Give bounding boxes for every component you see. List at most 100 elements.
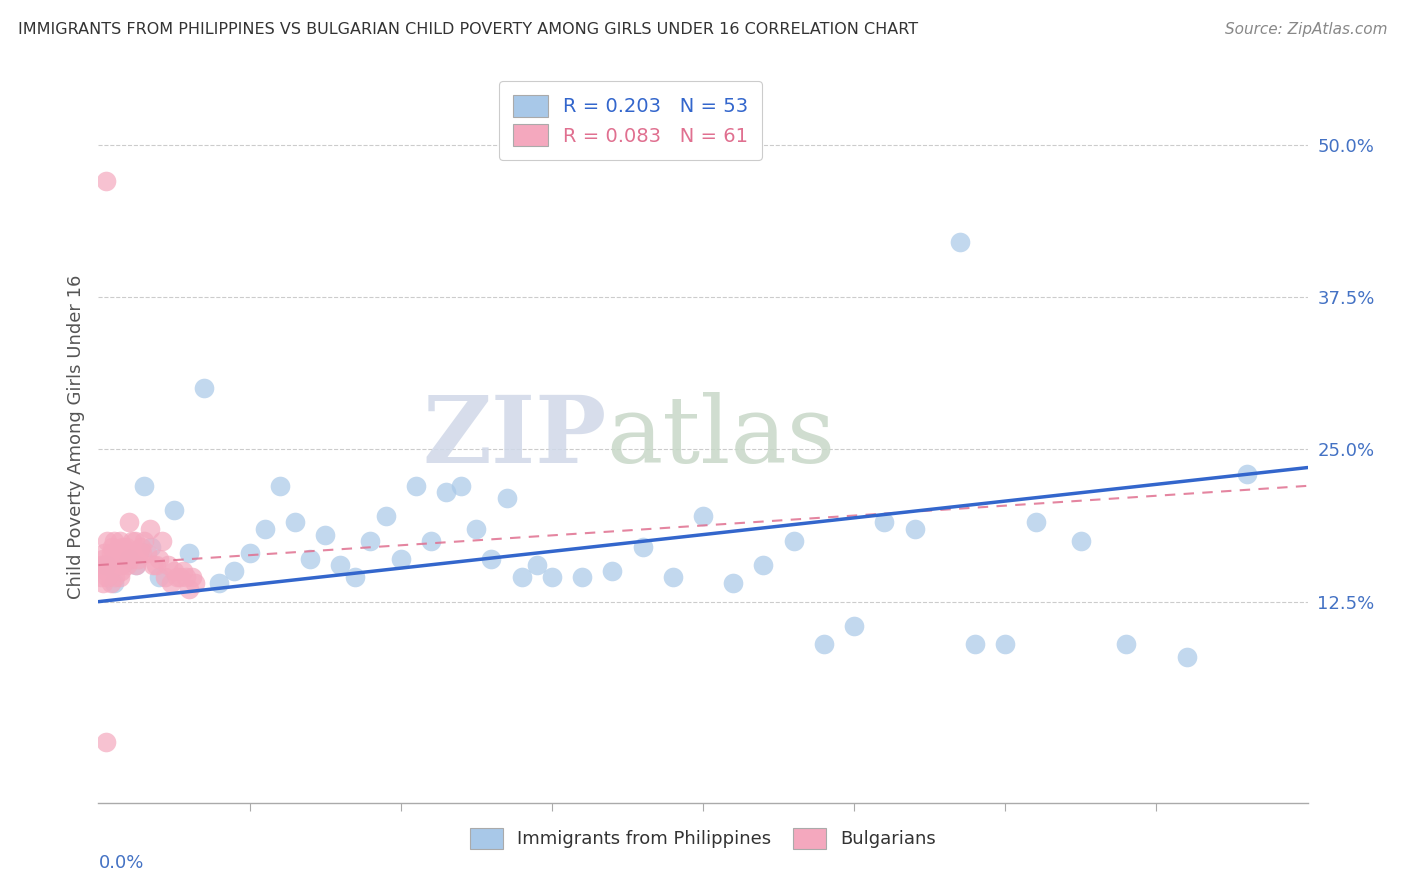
Point [571, 570, 593, 584]
Point [420, 533, 443, 548]
Point [94, 558, 117, 573]
Point [148, 552, 170, 566]
Point [93, 558, 115, 573]
Point [314, 527, 336, 541]
Point [94, 735, 117, 749]
Point [752, 558, 775, 573]
Point [813, 637, 835, 651]
Point [142, 558, 165, 573]
Point [100, 546, 122, 560]
Point [360, 533, 382, 548]
Point [692, 509, 714, 524]
Point [94, 564, 117, 578]
Point [112, 546, 135, 560]
Point [949, 235, 972, 249]
Point [98, 558, 121, 573]
Point [131, 546, 153, 560]
Point [374, 509, 396, 524]
Point [103, 533, 125, 548]
Legend: Immigrants from Philippines, Bulgarians: Immigrants from Philippines, Bulgarians [460, 817, 946, 860]
Text: 0.0%: 0.0% [98, 854, 143, 872]
Point [481, 552, 503, 566]
Point [141, 540, 163, 554]
Point [124, 533, 146, 548]
Point [540, 570, 562, 584]
Point [107, 558, 129, 573]
Point [94, 174, 117, 188]
Point [602, 564, 624, 578]
Point [104, 570, 127, 584]
Point [132, 533, 155, 548]
Point [104, 558, 127, 573]
Point [153, 570, 176, 584]
Point [510, 570, 533, 584]
Point [174, 570, 197, 584]
Point [526, 558, 548, 573]
Point [120, 552, 142, 566]
Point [465, 521, 488, 535]
Point [101, 540, 124, 554]
Point [208, 576, 231, 591]
Point [98, 558, 121, 573]
Point [1175, 649, 1198, 664]
Point [135, 546, 157, 560]
Point [96, 570, 118, 584]
Point [110, 558, 132, 573]
Point [631, 540, 654, 554]
Point [994, 637, 1017, 651]
Point [163, 564, 186, 578]
Point [150, 533, 173, 548]
Text: ZIP: ZIP [422, 392, 606, 482]
Point [107, 546, 129, 560]
Point [181, 570, 204, 584]
Point [125, 558, 148, 573]
Point [108, 570, 131, 584]
Point [329, 558, 352, 573]
Point [723, 576, 745, 591]
Point [122, 546, 145, 560]
Point [100, 576, 122, 591]
Point [111, 540, 134, 554]
Point [269, 479, 291, 493]
Point [118, 552, 141, 566]
Point [224, 564, 246, 578]
Point [1024, 516, 1046, 530]
Point [148, 570, 170, 584]
Point [179, 546, 201, 560]
Point [156, 558, 179, 573]
Point [91, 576, 114, 591]
Point [253, 521, 276, 535]
Point [389, 552, 412, 566]
Point [90, 558, 112, 573]
Point [1236, 467, 1258, 481]
Point [160, 576, 183, 591]
Point [128, 546, 150, 560]
Point [93, 546, 115, 560]
Point [105, 552, 128, 566]
Text: atlas: atlas [606, 392, 835, 482]
Point [91, 552, 114, 566]
Point [110, 564, 132, 578]
Point [121, 533, 143, 548]
Point [129, 540, 152, 554]
Point [783, 533, 806, 548]
Point [1115, 637, 1137, 651]
Text: IMMIGRANTS FROM PHILIPPINES VS BULGARIAN CHILD POVERTY AMONG GIRLS UNDER 16 CORR: IMMIGRANTS FROM PHILIPPINES VS BULGARIAN… [18, 22, 918, 37]
Point [114, 540, 136, 554]
Text: Source: ZipAtlas.com: Source: ZipAtlas.com [1225, 22, 1388, 37]
Point [172, 564, 194, 578]
Point [108, 533, 131, 548]
Y-axis label: Child Poverty Among Girls Under 16: Child Poverty Among Girls Under 16 [66, 275, 84, 599]
Point [844, 619, 866, 633]
Point [284, 516, 307, 530]
Point [1070, 533, 1092, 548]
Point [163, 503, 186, 517]
Point [904, 521, 927, 535]
Point [239, 546, 262, 560]
Point [450, 479, 472, 493]
Point [179, 582, 201, 597]
Point [169, 570, 191, 584]
Point [96, 533, 118, 548]
Point [184, 576, 207, 591]
Point [90, 570, 112, 584]
